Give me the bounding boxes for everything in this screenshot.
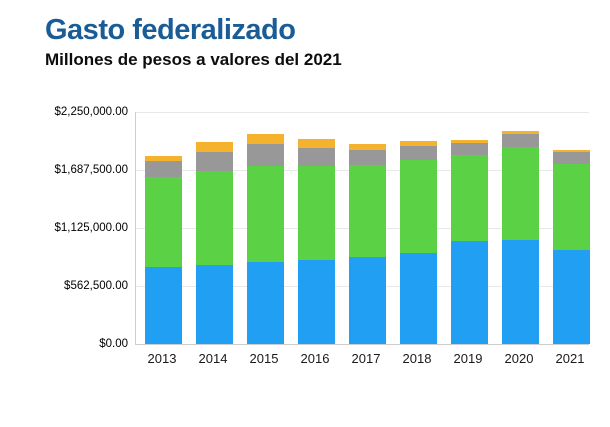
bar-segment-gray-2020 (501, 133, 539, 148)
bar-2014 (195, 141, 233, 344)
bar-segment-yellow-2016 (297, 139, 335, 149)
x-tick-label-2013: 2013 (147, 351, 177, 366)
bar-segment-gray-2016 (297, 148, 335, 167)
bar-segment-blue-2016 (297, 259, 335, 344)
x-tick-label-2016: 2016 (300, 351, 330, 366)
x-tick-label-2017: 2017 (351, 351, 381, 366)
bar-segment-green-2017 (348, 164, 386, 257)
chart-title: Gasto federalizado (45, 14, 296, 46)
bar-2020 (501, 131, 539, 344)
bar-segment-blue-2020 (501, 239, 539, 344)
bar-segment-yellow-2021 (552, 149, 590, 153)
bar-segment-gray-2014 (195, 151, 233, 172)
bar-segment-gray-2017 (348, 150, 386, 165)
plot-area (135, 112, 590, 345)
bar-segment-blue-2015 (246, 262, 284, 344)
bar-2019 (450, 139, 488, 344)
bar-2018 (399, 140, 437, 344)
bar-segment-blue-2013 (144, 266, 182, 344)
bar-segment-gray-2013 (144, 161, 182, 177)
bar-segment-yellow-2013 (144, 155, 182, 162)
y-tick-label: $1,125,000.00 (54, 222, 128, 234)
bar-2013 (144, 155, 182, 344)
y-tick-label: $2,250,000.00 (54, 106, 128, 118)
bar-segment-yellow-2019 (450, 139, 488, 144)
bar-segment-blue-2014 (195, 264, 233, 344)
bar-2016 (297, 139, 335, 344)
chart-subtitle: Millones de pesos a valores del 2021 (45, 50, 342, 69)
bar-segment-yellow-2020 (501, 131, 539, 134)
gridline-2250000 (136, 112, 589, 113)
bar-segment-yellow-2017 (348, 144, 386, 151)
bar-segment-gray-2018 (399, 145, 437, 161)
bar-segment-gray-2015 (246, 143, 284, 166)
x-tick-label-2020: 2020 (504, 351, 534, 366)
bar-segment-blue-2021 (552, 250, 590, 344)
x-tick-label-2014: 2014 (198, 351, 228, 366)
bar-segment-green-2018 (399, 160, 437, 253)
y-tick-label: $1,687,500.00 (54, 164, 128, 176)
y-tick-label: $0.00 (99, 338, 128, 350)
bar-segment-green-2020 (501, 147, 539, 240)
bar-segment-green-2014 (195, 171, 233, 265)
bar-2021 (552, 149, 590, 344)
bar-2015 (246, 133, 284, 344)
bar-segment-gray-2021 (552, 152, 590, 164)
bar-segment-blue-2017 (348, 256, 386, 344)
bar-segment-green-2015 (246, 165, 284, 263)
bar-segment-green-2016 (297, 166, 335, 260)
bar-segment-blue-2019 (450, 241, 488, 344)
y-tick-label: $562,500.00 (64, 280, 128, 292)
bar-segment-gray-2019 (450, 143, 488, 155)
bar-segment-green-2021 (552, 163, 590, 251)
x-tick-label-2015: 2015 (249, 351, 279, 366)
bar-segment-yellow-2015 (246, 133, 284, 144)
bar-segment-blue-2018 (399, 252, 437, 344)
bar-2017 (348, 144, 386, 344)
x-tick-label-2019: 2019 (453, 351, 483, 366)
bar-segment-green-2019 (450, 154, 488, 242)
bar-segment-yellow-2018 (399, 140, 437, 146)
bar-segment-yellow-2014 (195, 141, 233, 152)
bar-segment-green-2013 (144, 176, 182, 267)
x-tick-label-2021: 2021 (555, 351, 585, 366)
x-tick-label-2018: 2018 (402, 351, 432, 366)
